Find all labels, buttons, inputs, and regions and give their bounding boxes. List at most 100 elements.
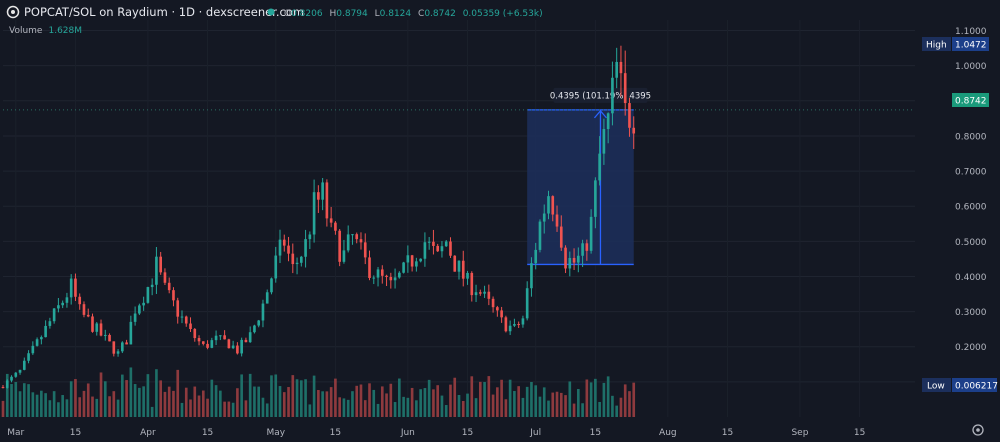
- volume-bar: [585, 379, 589, 417]
- volume-bar: [487, 376, 491, 417]
- price-tick-label: 0.3000: [955, 308, 987, 318]
- candle-body: [534, 249, 538, 264]
- volume-bar: [623, 384, 627, 417]
- current-price-value: 0.8742: [955, 97, 987, 107]
- candle-body: [270, 278, 273, 293]
- chart-header: POPCAT/SOL on Raydium · 1D · dexscreener…: [6, 5, 543, 36]
- volume-bar: [159, 380, 163, 417]
- volume-bar: [628, 391, 631, 417]
- volume-readout: Volume 1.628M: [9, 26, 82, 36]
- settings-gear-icon[interactable]: [972, 424, 984, 436]
- candle-body: [329, 218, 333, 223]
- ohlc-high-value: 0.8794: [336, 9, 368, 19]
- volume-bar: [338, 397, 341, 417]
- volume-bar: [491, 394, 495, 417]
- pair-logo-icon: [6, 5, 20, 19]
- candle-body: [138, 305, 141, 314]
- volume-bar: [572, 403, 576, 417]
- volume-bar: [496, 387, 499, 417]
- candle-body: [193, 329, 197, 339]
- volume-bar: [423, 388, 427, 417]
- high-value-box: [952, 37, 989, 51]
- volume-bar: [568, 381, 572, 417]
- candle-body: [86, 314, 90, 317]
- volume-bar: [517, 386, 520, 417]
- candle-body: [299, 256, 303, 263]
- candle-body: [248, 332, 252, 343]
- candle-body: [321, 182, 324, 200]
- candle-body: [142, 302, 145, 306]
- volume-bar: [163, 391, 167, 417]
- candle-body: [282, 239, 286, 246]
- candle-body: [240, 339, 243, 354]
- volume-bar: [508, 379, 512, 417]
- candle-body: [231, 345, 235, 349]
- volume-bar: [5, 373, 9, 417]
- candle-body: [487, 291, 491, 299]
- measure-tool[interactable]: 0.4395 (101.19%) 4395: [527, 87, 651, 266]
- time-axis[interactable]: Mar 15 Apr 15 May 15 Jun 15 Jul 15 Aug 15 Sep 15: [7, 428, 865, 438]
- candle-body: [483, 291, 486, 294]
- candle-body: [197, 338, 201, 342]
- candle-body: [116, 351, 120, 354]
- candle-body: [415, 261, 418, 267]
- volume-bar: [500, 379, 503, 417]
- volume-bar: [219, 390, 222, 417]
- time-tick-label: May: [266, 428, 285, 438]
- candle-body: [602, 129, 606, 154]
- volume-bar: [291, 375, 295, 417]
- volume-bar: [201, 390, 205, 417]
- volume-bar: [22, 383, 26, 417]
- grid-lines: [3, 20, 915, 417]
- volume-bar: [240, 374, 243, 417]
- candle-body: [572, 257, 576, 263]
- candle-body: [564, 247, 567, 269]
- candle-body: [406, 255, 410, 263]
- candle-body: [474, 292, 478, 296]
- candles: [1, 45, 636, 389]
- volume-bar: [14, 381, 18, 417]
- volume-bar: [470, 376, 474, 417]
- volume-bar: [65, 399, 69, 417]
- candle-body: [261, 303, 265, 321]
- volume-bar: [602, 382, 606, 417]
- candle-body: [436, 245, 440, 252]
- volume-bar: [530, 382, 533, 417]
- candle-body: [338, 230, 341, 262]
- volume-bar: [274, 374, 278, 417]
- candle-body: [27, 353, 30, 361]
- candle-body: [82, 304, 86, 315]
- candle-body: [108, 334, 111, 342]
- volume-bar: [261, 397, 265, 417]
- candle-body: [308, 234, 312, 240]
- volume-bar: [372, 389, 376, 417]
- high-marker: High 1.0472: [922, 37, 989, 51]
- candle-body: [628, 103, 631, 128]
- candle-body: [253, 325, 256, 333]
- candle-body: [95, 323, 99, 332]
- volume-bar: [632, 382, 636, 417]
- time-tick-label: 15: [590, 428, 601, 438]
- candle-body: [470, 272, 474, 296]
- volume-bar: [167, 386, 171, 417]
- volume-bar: [525, 386, 529, 417]
- ohlc-low-value: 0.8124: [380, 9, 412, 19]
- volume-bar: [317, 390, 320, 417]
- volume-bar: [270, 375, 273, 417]
- price-tick-label: 0.5000: [955, 238, 987, 248]
- candle-body: [359, 239, 363, 243]
- volume-bar: [355, 385, 359, 417]
- candle-body: [214, 335, 218, 341]
- volume-bar: [74, 379, 77, 417]
- candle-body: [606, 113, 610, 130]
- candle-body: [632, 127, 636, 134]
- volume-bar: [295, 379, 299, 417]
- candle-body: [69, 278, 73, 298]
- volume-bar: [474, 398, 478, 417]
- pair-title: POPCAT/SOL on Raydium · 1D · dexscreener…: [24, 5, 304, 19]
- candle-body: [35, 339, 39, 346]
- pair-logo-dot-icon: [11, 10, 15, 14]
- candle-body: [525, 288, 529, 319]
